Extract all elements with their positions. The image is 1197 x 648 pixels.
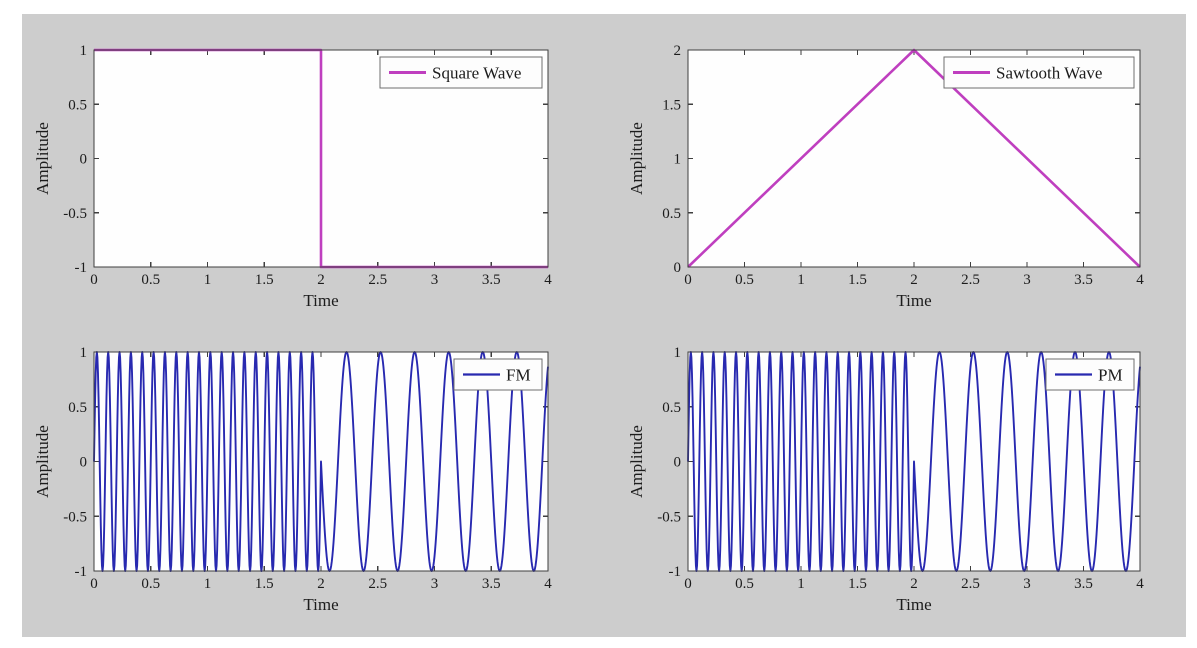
x-tick-label: 2 — [910, 576, 918, 592]
x-tick-label: 2.5 — [368, 272, 387, 288]
x-tick-label: 0.5 — [141, 272, 160, 288]
y-tick-label: 0.5 — [68, 97, 87, 113]
y-tick-label: 1.5 — [662, 97, 681, 113]
x-tick-label: 2.5 — [961, 272, 980, 288]
x-tick-label: 1.5 — [255, 576, 274, 592]
y-tick-label: 1 — [674, 345, 682, 361]
legend: Square Wave — [379, 56, 543, 89]
x-axis-label: Time — [896, 291, 931, 310]
x-tick-label: 0.5 — [141, 576, 160, 592]
subplot-pm: 0 0.5 1 1.5 2 2.5 3 3.5 4 -1 -0.5 0 0.5 1 Time Amplitud… — [627, 345, 1144, 614]
x-tick-label: 3.5 — [1074, 576, 1093, 592]
legend-label: Sawtooth Wave — [996, 64, 1102, 83]
y-tick-label: 0 — [674, 455, 682, 471]
y-axis-label: Amplitude — [627, 425, 646, 498]
axes-frame — [93, 351, 549, 572]
x-tick-label: 0.5 — [735, 272, 754, 288]
waveform-pm — [687, 351, 1141, 572]
y-tick-label: -1 — [75, 564, 88, 580]
legend-label: Square Wave — [432, 64, 521, 83]
y-tick-label: 0 — [674, 260, 682, 276]
x-tick-label: 4 — [1136, 272, 1144, 288]
y-tick-label: 0.5 — [662, 400, 681, 416]
x-tick-label: 2 — [317, 576, 325, 592]
x-tick-label: 2.5 — [368, 576, 387, 592]
x-tick-label: 1.5 — [255, 272, 274, 288]
x-tick-label: 4 — [544, 272, 552, 288]
x-tick-label: 3 — [1023, 272, 1031, 288]
x-tick-label: 2 — [317, 272, 325, 288]
x-tick-label: 0 — [684, 272, 692, 288]
y-tick-label: 1 — [80, 345, 88, 361]
x-tick-label: 0 — [684, 576, 692, 592]
x-tick-label: 3 — [1023, 576, 1031, 592]
y-tick-label: 1 — [674, 152, 682, 168]
x-tick-label: 3.5 — [482, 576, 501, 592]
y-axis-label: Amplitude — [627, 122, 646, 195]
x-tick-label: 3.5 — [1074, 272, 1093, 288]
x-tick-label: 4 — [544, 576, 552, 592]
y-axis-label: Amplitude — [33, 122, 52, 195]
y-tick-label: -1 — [669, 564, 682, 580]
y-tick-label: 1 — [80, 43, 88, 59]
x-tick-label: 1 — [204, 576, 212, 592]
y-tick-label: -0.5 — [63, 206, 87, 222]
legend: FM — [453, 358, 543, 391]
x-tick-label: 0 — [90, 576, 98, 592]
x-tick-label: 1 — [797, 576, 805, 592]
y-tick-label: 2 — [674, 43, 682, 59]
y-tick-label: 0.5 — [68, 400, 87, 416]
x-tick-label: 0 — [90, 272, 98, 288]
axes-frame — [93, 49, 549, 268]
legend: PM — [1045, 358, 1135, 391]
subplot-sawtooth: 0 0.5 1 1.5 2 2.5 3 3.5 4 0 0.5 1 1.5 2 Time Amplitude S… — [627, 43, 1144, 310]
x-axis-label: Time — [303, 291, 338, 310]
x-tick-label: 0.5 — [735, 576, 754, 592]
x-tick-label: 3 — [431, 576, 439, 592]
legend: Sawtooth Wave — [943, 56, 1135, 89]
legend-label: PM — [1098, 366, 1123, 385]
axes-frame — [687, 49, 1141, 268]
y-tick-label: 0 — [80, 152, 88, 168]
x-tick-label: 1.5 — [848, 272, 867, 288]
subplot-fm: 0 0.5 1 1.5 2 2.5 3 3.5 4 -1 -0.5 0 0.5 1 Time Amplitud… — [33, 345, 552, 614]
y-tick-label: -1 — [75, 260, 88, 276]
legend-label: FM — [506, 366, 531, 385]
y-tick-label: -0.5 — [63, 509, 87, 525]
x-tick-label: 1 — [204, 272, 212, 288]
axes-frame — [687, 351, 1141, 572]
x-axis-label: Time — [896, 595, 931, 614]
x-tick-label: 1.5 — [848, 576, 867, 592]
y-tick-label: -0.5 — [657, 509, 681, 525]
x-tick-label: 1 — [797, 272, 805, 288]
x-tick-label: 2 — [910, 272, 918, 288]
y-tick-label: 0 — [80, 455, 88, 471]
waveform-fm — [93, 351, 549, 572]
x-tick-label: 4 — [1136, 576, 1144, 592]
x-tick-label: 3.5 — [482, 272, 501, 288]
x-tick-label: 2.5 — [961, 576, 980, 592]
x-axis-label: Time — [303, 595, 338, 614]
y-axis-label: Amplitude — [33, 425, 52, 498]
subplot-square: 0 0.5 1 1.5 2 2.5 3 3.5 4 -1 -0.5 0 0.5 1 Time Amplitud… — [33, 43, 552, 310]
y-tick-label: 0.5 — [662, 206, 681, 222]
x-tick-label: 3 — [431, 272, 439, 288]
